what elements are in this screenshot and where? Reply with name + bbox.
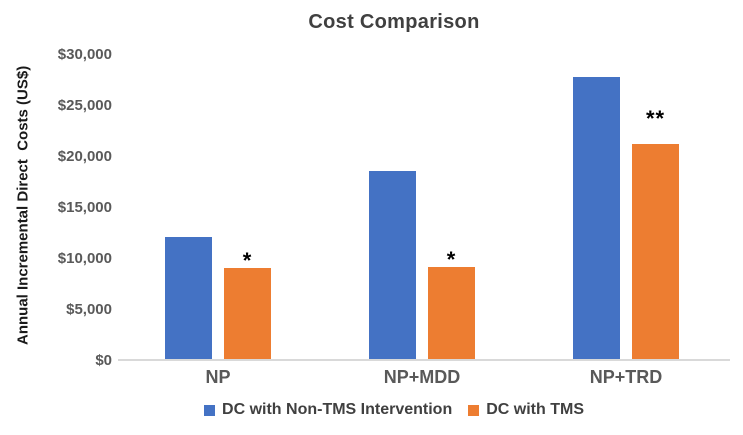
y-tick-label: $10,000: [57, 249, 112, 267]
y-tick-label: $20,000: [57, 147, 112, 165]
legend-item: DC with Non-TMS Intervention: [204, 401, 452, 419]
bar-tms-np-trd: [632, 144, 679, 359]
legend-label: DC with TMS: [486, 401, 584, 418]
plot-area: * * **: [118, 47, 730, 361]
x-axis-tick-labels: NP NP+MDD NP+TRD: [118, 366, 730, 388]
bar-non-tms-np-trd: [573, 77, 620, 359]
y-axis-tick-labels: $0 $5,000 $10,000 $15,000 $20,000 $25,000 $30,…: [0, 45, 112, 370]
x-tick-label: NP+MDD: [383, 367, 461, 387]
y-tick-label: $0: [95, 352, 112, 369]
y-tick-label: $25,000: [57, 96, 112, 114]
bar-non-tms-np-mdd: [369, 171, 416, 359]
x-tick-label: NP+TRD: [589, 367, 663, 387]
significance-asterisk: *: [242, 248, 253, 274]
y-tick-label: $5,000: [66, 300, 112, 318]
chart-title: Cost Comparison: [308, 11, 480, 33]
bar-non-tms-np: [165, 237, 212, 359]
legend-swatch-icon: [468, 404, 480, 416]
y-tick-label: $30,000: [57, 45, 112, 63]
legend-swatch-icon: [204, 404, 216, 416]
legend-item: DC with TMS: [468, 401, 584, 419]
legend-label: DC with Non-TMS Intervention: [222, 401, 453, 418]
bar-tms-np: [224, 268, 271, 359]
bar-tms-np-mdd: [428, 267, 475, 359]
legend: DC with Non-TMS Intervention DC with TMS: [45, 401, 743, 419]
x-tick-label: NP: [205, 367, 231, 387]
significance-asterisk: **: [645, 106, 666, 132]
y-tick-label: $15,000: [57, 198, 112, 216]
significance-asterisk: *: [446, 247, 457, 273]
